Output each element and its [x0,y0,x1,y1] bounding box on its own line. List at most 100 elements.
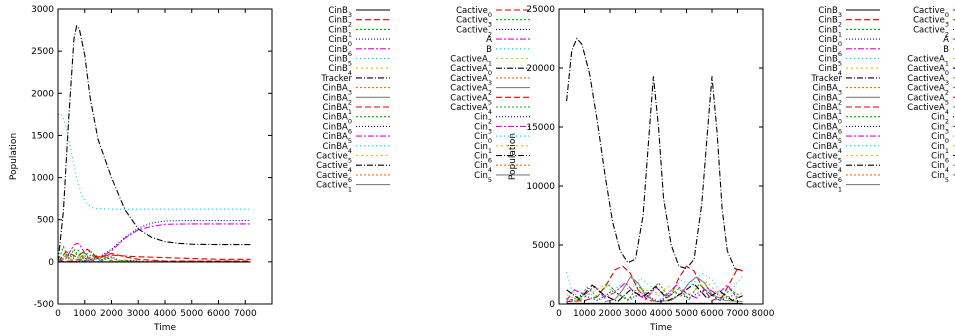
series-line-Cin5 [604,276,743,303]
legend-label: CinB6 [328,45,352,58]
legend-label: Cin2 [474,113,492,126]
legend-label: Cactive5 [316,152,352,165]
legend-label: CinB4 [328,64,352,77]
legend-label: CinBA1 [813,103,842,116]
legend-label: Cactive2 [456,25,492,38]
y-tick-label: 500 [37,216,54,226]
y-tick-label: 3000 [31,5,54,15]
legend-label: CinBA1 [323,103,352,116]
y-tick-label: 0 [549,300,555,310]
legend-label: Tracker [810,74,842,84]
legend: CinB3CinB2CinB1CinB0CinB6CinB5CinB4Track… [806,6,955,194]
chart-panel-1: 0 1000 2000 3000 4000 5000 6000 7000-5000500100… [9,5,530,333]
legend-label: Cin6 [931,152,949,165]
chart-panel-2: 0 1000 2000 3000 4000 5000 6000 7000 80000500010… [508,5,955,333]
series-line-Cin6 [566,283,743,303]
legend-label: CinBA5 [323,132,352,145]
x-tick-label: 1000 [573,309,596,319]
legend-label: Cactive1 [806,181,842,194]
legend-label: CinB0 [328,35,352,48]
legend-label: CactiveA5 [450,93,492,106]
x-tick-label: 3000 [624,309,647,319]
series-line-CinB5 [58,112,251,210]
x-tick-label: 1000 [73,309,96,319]
legend-label: CinBA0 [323,113,352,126]
legend-label: CactiveA2 [450,84,492,97]
legend-label: Cactive5 [806,152,842,165]
legend-label: CinB6 [818,45,842,58]
x-tick-label: 6000 [207,309,230,319]
legend-label: CinBA2 [323,93,352,106]
x-tick-label: 4000 [154,309,177,319]
y-tick-label: 2000 [31,89,54,99]
legend-label: CactiveA1 [450,55,492,68]
legend-label: CinBA6 [323,122,352,135]
y-axis-label: Population [9,133,19,180]
y-tick-label: 0 [48,258,54,268]
x-tick-label: 2000 [599,309,622,319]
legend-label: CactiveA0 [907,64,949,77]
legend-label: CinBA0 [813,113,842,126]
legend-label: CinBA6 [813,122,842,135]
legend-label: CactiveA3 [450,74,492,87]
x-tick-label: 4000 [650,309,673,319]
series-line-Cactive3 [58,249,139,263]
y-tick-label: 1000 [31,174,54,184]
legend-label: CinB4 [818,64,842,77]
legend-label: Cactive4 [316,161,352,174]
legend-label: Cin3 [931,122,949,135]
legend-label: CinB5 [818,55,842,68]
legend-label: Cin3 [474,122,492,135]
legend-label: CactiveA0 [450,64,492,77]
legend-label: CinB3 [328,6,352,19]
legend-label: CactiveA1 [907,55,949,68]
series-line-Cactive0 [566,265,743,303]
legend-label: Cin0 [474,132,492,145]
legend-label: CinB2 [328,16,352,29]
series-line-CinBA5 [58,242,107,263]
legend-label: CinB1 [328,25,352,38]
legend-label: Tracker [320,74,352,84]
legend-label: B [943,45,949,55]
legend-label: Cin0 [931,132,949,145]
x-tick-label: 6000 [701,309,724,319]
series-line-CinBA1 [58,248,251,263]
legend-label: Cin5 [931,171,949,184]
series-line-CinBA3 [58,254,251,263]
y-tick-label: 25000 [526,5,555,15]
x-axis-label: Time [649,323,672,333]
legend-label: CinB0 [818,35,842,48]
series-line-CinB1 [58,245,139,263]
legend-label: Cactive6 [316,171,352,184]
y-tick-label: 10000 [526,182,555,192]
series-line-Cin3 [566,282,738,301]
series-line-Tracker [566,37,743,272]
legend-label: Cactive3 [456,16,492,29]
x-tick-label: 5000 [675,309,698,319]
y-tick-label: 15000 [526,123,555,133]
legend-label: Cin4 [474,161,492,174]
y-axis-label: Population [508,133,518,180]
legend-label: CinBA3 [813,84,842,97]
x-tick-label: 7000 [726,309,749,319]
y-tick-label: 1500 [31,131,54,141]
y-tick-label: 20000 [526,64,555,74]
legend-label: Cactive3 [913,16,949,29]
legend-label: CactiveA4 [907,103,949,116]
legend-label: CinB2 [818,16,842,29]
x-axis-label: Time [153,323,176,333]
x-tick-label: 5000 [180,309,203,319]
legend-label: CactiveA2 [907,84,949,97]
series-group [566,37,744,304]
legend: CinB3CinB2CinB1CinB0CinB6CinB5CinB4Track… [316,6,530,194]
legend-label: CinB1 [818,25,842,38]
series-group [58,24,251,263]
x-tick-label: 3000 [127,309,150,319]
x-tick-label: 0 [556,309,562,319]
legend-label: A [943,35,949,45]
legend-label: CinBA3 [323,84,352,97]
legend-label: Cactive1 [316,181,352,194]
legend-label: CinB3 [818,6,842,19]
series-line-CinB0 [58,220,251,263]
